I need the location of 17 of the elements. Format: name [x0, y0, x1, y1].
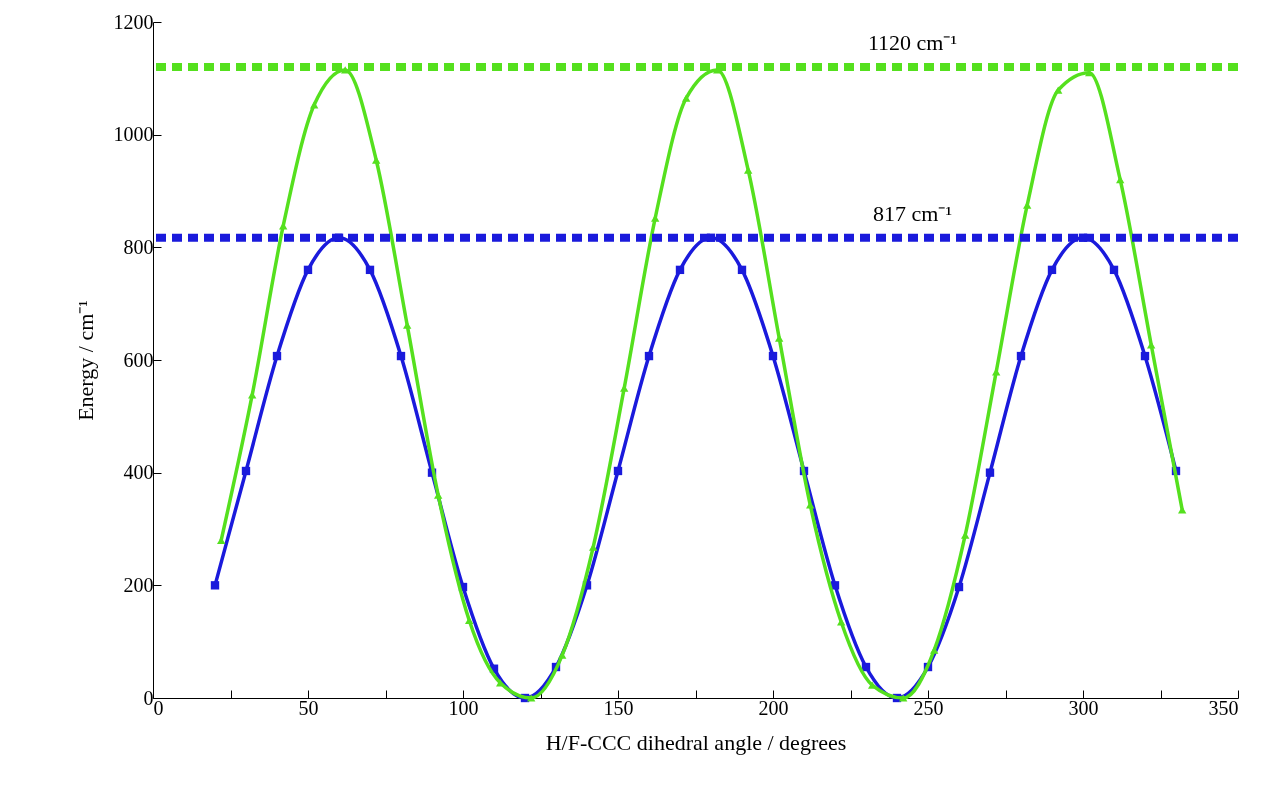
y-tick-label: 200 — [123, 573, 154, 596]
y-tick-label: 800 — [123, 235, 154, 258]
y-tick-label: 1000 — [113, 123, 154, 146]
y-tick-label: 600 — [123, 348, 154, 371]
x-axis-title: H/F-CCC dihedral angle / degrees — [545, 729, 847, 755]
x-tick-label: 300 — [1068, 696, 1099, 719]
ref-line-label: 1120 cm⁻¹ — [867, 30, 958, 56]
y-tick-label: 400 — [123, 461, 154, 484]
y-tick-label: 1200 — [113, 10, 154, 33]
ref-line-label: 817 cm⁻¹ — [873, 200, 952, 226]
x-tick-label: 150 — [603, 696, 634, 719]
x-tick-label: 100 — [448, 696, 479, 719]
x-tick-label: 200 — [758, 696, 789, 719]
x-tick-label: 250 — [913, 696, 944, 719]
x-tick-label: 350 — [1208, 696, 1239, 719]
x-tick-label: 50 — [298, 696, 319, 719]
y-axis-title: Energy / cm⁻¹ — [72, 300, 98, 421]
